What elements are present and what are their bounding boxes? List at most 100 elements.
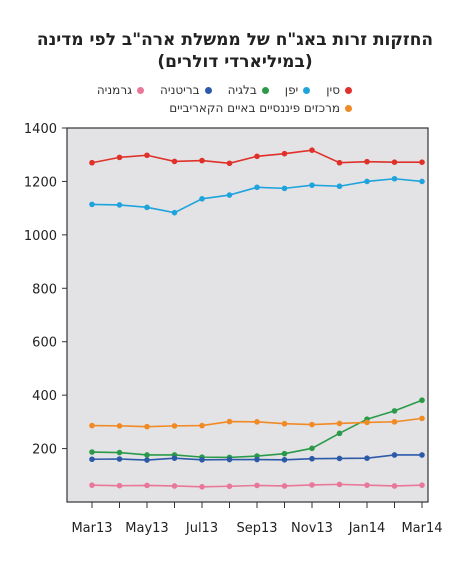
data-point-5 bbox=[309, 421, 315, 428]
data-point-2 bbox=[309, 445, 315, 452]
legend-swatch-caribbean bbox=[345, 104, 352, 112]
data-point-0 bbox=[419, 159, 425, 165]
data-point-3 bbox=[89, 456, 95, 463]
data-point-5 bbox=[89, 422, 95, 429]
data-point-1 bbox=[309, 182, 315, 188]
data-point-4 bbox=[89, 482, 95, 488]
data-point-0 bbox=[116, 154, 123, 161]
legend-swatch-japan bbox=[303, 86, 311, 94]
data-point-3 bbox=[171, 455, 178, 461]
data-point-5 bbox=[199, 422, 205, 429]
data-point-5 bbox=[419, 415, 425, 422]
data-point-1 bbox=[364, 178, 370, 185]
data-point-0 bbox=[254, 153, 260, 160]
legend-swatch-china bbox=[345, 86, 352, 94]
data-point-5 bbox=[254, 419, 260, 425]
legend-swatch-belgium bbox=[261, 86, 269, 94]
legend-item-japan: יפן bbox=[284, 83, 311, 97]
data-point-2 bbox=[116, 449, 123, 456]
data-point-0 bbox=[199, 157, 205, 164]
data-point-5 bbox=[364, 419, 370, 426]
data-point-2 bbox=[281, 450, 288, 457]
data-point-3 bbox=[254, 456, 260, 463]
data-point-0 bbox=[336, 159, 343, 166]
data-point-2 bbox=[144, 452, 150, 458]
legend-label-caribbean: מרכזים פיננסיים באיים הקאריביים bbox=[169, 101, 340, 115]
data-point-4 bbox=[226, 483, 233, 490]
data-point-0 bbox=[391, 159, 398, 165]
data-point-3 bbox=[281, 456, 288, 463]
data-point-1 bbox=[391, 175, 398, 182]
x-tick-label: Mar13 bbox=[71, 521, 112, 536]
legend-item-china: סין bbox=[326, 83, 352, 97]
data-point-3 bbox=[226, 456, 233, 463]
data-point-4 bbox=[171, 483, 178, 489]
data-point-4 bbox=[116, 482, 123, 489]
data-point-1 bbox=[336, 183, 343, 190]
data-point-0 bbox=[309, 147, 315, 153]
legend-item-britain: בריטניה bbox=[160, 83, 212, 97]
data-point-2 bbox=[89, 449, 95, 455]
data-point-5 bbox=[144, 423, 150, 430]
legend-row-1: סין יפן בלגיה בריטניה גרמניה bbox=[97, 83, 352, 97]
data-point-1 bbox=[281, 185, 288, 192]
data-point-1 bbox=[254, 184, 260, 191]
x-tick-label: May13 bbox=[125, 521, 168, 536]
data-point-5 bbox=[281, 420, 288, 427]
y-tick-label: 1000 bbox=[24, 229, 57, 244]
x-tick-label: Jul13 bbox=[185, 521, 218, 536]
y-tick-label: 1400 bbox=[24, 122, 57, 137]
legend-label-belgium: בלגיה bbox=[227, 83, 257, 97]
legend-label-japan: יפן bbox=[284, 83, 299, 97]
y-tick-label: 600 bbox=[32, 336, 57, 351]
data-point-3 bbox=[144, 457, 150, 463]
data-point-1 bbox=[419, 178, 425, 185]
data-point-3 bbox=[391, 452, 398, 458]
data-point-5 bbox=[391, 419, 398, 425]
data-point-4 bbox=[281, 483, 288, 489]
legend-swatch-germany bbox=[137, 86, 145, 94]
data-point-2 bbox=[419, 397, 425, 404]
data-point-4 bbox=[391, 483, 398, 489]
data-point-1 bbox=[144, 204, 150, 211]
plot-area bbox=[66, 127, 429, 503]
data-point-1 bbox=[199, 195, 205, 202]
data-point-0 bbox=[281, 150, 288, 157]
legend-label-germany: גרמניה bbox=[96, 83, 133, 97]
legend-label-britain: בריטניה bbox=[160, 83, 200, 97]
x-tick-label: Nov13 bbox=[291, 521, 333, 536]
legend-item-belgium: בלגיה bbox=[228, 83, 269, 97]
data-point-3 bbox=[419, 452, 425, 458]
data-point-0 bbox=[226, 160, 233, 167]
chart-title-line1: החזקות זרות באג"ח של ממשלת ארה"ב לפי מדי… bbox=[36, 30, 434, 50]
data-point-5 bbox=[336, 420, 343, 427]
data-point-2 bbox=[391, 408, 398, 414]
data-point-4 bbox=[144, 482, 150, 489]
y-tick-label: 800 bbox=[32, 282, 57, 297]
data-point-4 bbox=[419, 482, 425, 488]
data-point-1 bbox=[171, 209, 178, 216]
y-tick-label: 200 bbox=[32, 443, 57, 458]
data-point-4 bbox=[336, 481, 343, 488]
data-point-0 bbox=[171, 158, 178, 165]
data-point-0 bbox=[89, 159, 95, 166]
legend-item-germany: גרמניה bbox=[96, 83, 145, 97]
data-point-2 bbox=[336, 430, 343, 437]
x-tick-label: Jan14 bbox=[348, 521, 386, 536]
data-point-4 bbox=[309, 482, 315, 488]
data-point-1 bbox=[226, 192, 233, 198]
data-point-4 bbox=[254, 482, 260, 489]
x-tick-label: Mar14 bbox=[401, 521, 442, 536]
legend-item-caribbean: מרכזים פיננסיים באיים הקאריביים bbox=[169, 101, 352, 115]
x-tick-label: Sep13 bbox=[236, 521, 277, 536]
data-point-1 bbox=[116, 202, 123, 208]
data-point-3 bbox=[199, 456, 205, 463]
data-point-5 bbox=[226, 418, 233, 425]
legend-swatch-britain bbox=[204, 86, 212, 94]
legend-row-2: מרכזים פיננסיים באיים הקאריביים bbox=[169, 101, 352, 115]
data-point-5 bbox=[171, 423, 178, 429]
data-point-3 bbox=[364, 455, 370, 461]
legend-label-china: סין bbox=[326, 83, 340, 97]
data-point-0 bbox=[144, 152, 150, 159]
